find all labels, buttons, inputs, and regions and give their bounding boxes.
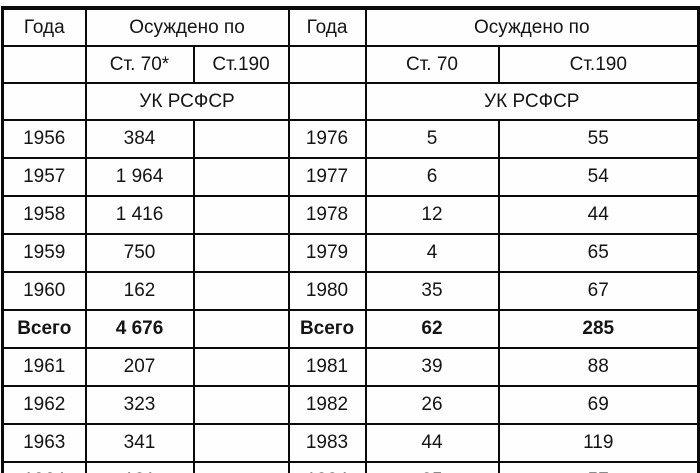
cell-year-l: 1958 xyxy=(1,195,87,235)
cell-art190-r: 88 xyxy=(497,347,700,387)
cell-art70-r: 26 xyxy=(364,385,500,425)
cell-art190-r: 285 xyxy=(497,309,700,349)
header-criminal-code-left: УК РСФСР xyxy=(84,82,290,121)
table-row: 1956 384 1976 5 55 xyxy=(1,119,700,159)
header-year-left: Года xyxy=(1,7,87,47)
cell-year-l: 1960 xyxy=(1,271,87,311)
cell-art70-r: 25 xyxy=(364,461,500,473)
table-row: 1960 162 1980 35 67 xyxy=(1,271,700,311)
cell-art190-l xyxy=(192,461,290,473)
cell-art70-r: 35 xyxy=(364,271,500,311)
cell-art190-r: 55 xyxy=(497,119,700,159)
table-row: Всего 4 676 Всего 62 285 xyxy=(1,309,700,349)
cell-year-r: 1979 xyxy=(287,233,367,273)
cell-year-r: 1982 xyxy=(287,385,367,425)
cell-year-r: 1980 xyxy=(287,271,367,311)
table-row: 1957 1 964 1977 6 54 xyxy=(1,157,700,197)
cell-art190-l xyxy=(192,347,290,387)
header-article70-right: Ст. 70 xyxy=(364,45,500,84)
table-header: Года Осуждено по Года Осуждено по Ст. 70… xyxy=(1,7,700,121)
cell-art190-l xyxy=(192,271,290,311)
cell-art70-l: 207 xyxy=(84,347,195,387)
header-row-groups: Года Осуждено по Года Осуждено по xyxy=(1,7,700,47)
cell-art70-l: 323 xyxy=(84,385,195,425)
cell-art70-l: 384 xyxy=(84,119,195,159)
cell-year-r: 1983 xyxy=(287,423,367,463)
header-criminal-code-right: УК РСФСР xyxy=(364,82,700,121)
cell-art70-r: 62 xyxy=(364,309,500,349)
table-row: 1959 750 1979 4 65 xyxy=(1,233,700,273)
header-empty-right xyxy=(287,45,367,84)
cell-art190-r: 67 xyxy=(497,271,700,311)
header-code-empty-left xyxy=(1,82,87,121)
cell-year-r: 1977 xyxy=(287,157,367,197)
cell-art190-l xyxy=(192,233,290,273)
table-row: 1962 323 1982 26 69 xyxy=(1,385,700,425)
cell-art70-l: 1 416 xyxy=(84,195,195,235)
table-body: 1956 384 1976 5 55 1957 1 964 1977 6 54 1958 1 416 1… xyxy=(1,119,700,473)
cell-year-r: 1978 xyxy=(287,195,367,235)
cell-art190-r: 57 xyxy=(497,461,700,473)
cell-art190-r: 44 xyxy=(497,195,700,235)
cell-art70-r: 44 xyxy=(364,423,500,463)
cell-art70-l: 341 xyxy=(84,423,195,463)
cell-year-l: 1956 xyxy=(1,119,87,159)
cell-art70-r: 5 xyxy=(364,119,500,159)
cell-art190-l xyxy=(192,309,290,349)
cell-art190-r: 54 xyxy=(497,157,700,197)
cell-year-l: 1962 xyxy=(1,385,87,425)
header-row-articles: Ст. 70* Ст.190 Ст. 70 Ст.190 xyxy=(1,45,700,84)
cell-art70-r: 6 xyxy=(364,157,500,197)
header-year-right: Года xyxy=(287,7,367,47)
cell-art190-r: 119 xyxy=(497,423,700,463)
cell-art190-l xyxy=(192,423,290,463)
cell-art190-l xyxy=(192,119,290,159)
table-row: 1963 341 1983 44 119 xyxy=(1,423,700,463)
cell-year-l: 1961 xyxy=(1,347,87,387)
cell-art190-l xyxy=(192,385,290,425)
cell-year-r: 1981 xyxy=(287,347,367,387)
cell-art70-l: 4 676 xyxy=(84,309,195,349)
cell-art70-l: 162 xyxy=(84,271,195,311)
cell-year-r: 1984 xyxy=(287,461,367,473)
header-convicted-left: Осуждено по xyxy=(84,7,290,47)
header-convicted-right: Осуждено по xyxy=(364,7,700,47)
cell-art70-l: 750 xyxy=(84,233,195,273)
header-code-empty-right xyxy=(287,82,367,121)
cell-year-r: 1976 xyxy=(287,119,367,159)
conviction-statistics-table: Года Осуждено по Года Осуждено по Ст. 70… xyxy=(1,6,700,473)
table-row: 1961 207 1981 39 88 xyxy=(1,347,700,387)
table-row: 1958 1 416 1978 12 44 xyxy=(1,195,700,235)
cell-year-l: 1957 xyxy=(1,157,87,197)
cell-art190-r: 65 xyxy=(497,233,700,273)
cell-year-r: Всего xyxy=(287,309,367,349)
cell-art190-l xyxy=(192,195,290,235)
cell-art70-r: 39 xyxy=(364,347,500,387)
cell-art190-r: 69 xyxy=(497,385,700,425)
cell-art70-l: 181 xyxy=(84,461,195,473)
cell-year-l: 1959 xyxy=(1,233,87,273)
table-row: 1964181 19842557 xyxy=(1,461,700,473)
cell-art70-r: 4 xyxy=(364,233,500,273)
cell-year-l: Всего xyxy=(1,309,87,349)
header-empty-left xyxy=(1,45,87,84)
header-row-criminal-code: УК РСФСР УК РСФСР xyxy=(1,82,700,121)
cell-art70-r: 12 xyxy=(364,195,500,235)
header-article70-left: Ст. 70* xyxy=(84,45,195,84)
cell-art70-l: 1 964 xyxy=(84,157,195,197)
header-article190-left: Ст.190 xyxy=(192,45,290,84)
header-article190-right: Ст.190 xyxy=(497,45,700,84)
cell-year-l: 1963 xyxy=(1,423,87,463)
cell-art190-l xyxy=(192,157,290,197)
